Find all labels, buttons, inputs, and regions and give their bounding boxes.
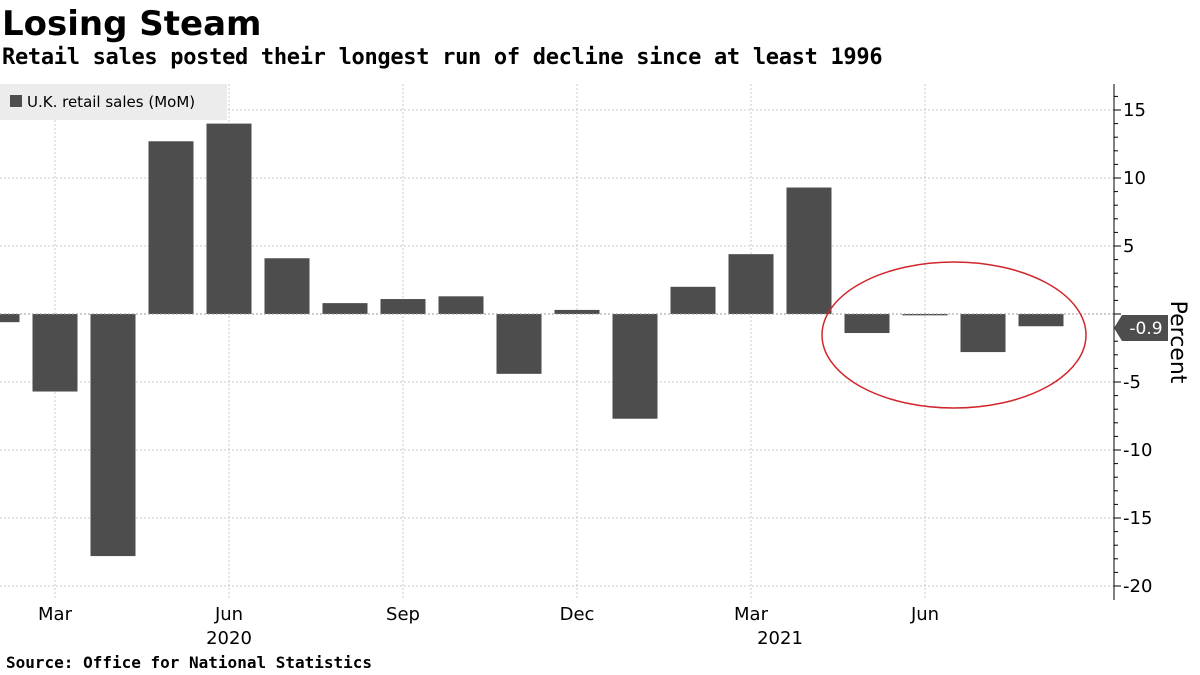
y-axis-label: Percent: [1165, 301, 1190, 384]
bar: [960, 314, 1006, 353]
bar: [0, 314, 20, 323]
bar: [1018, 314, 1064, 327]
x-tick-label: Mar: [38, 604, 73, 625]
bar: [264, 258, 310, 314]
bar: [90, 314, 136, 557]
y-axis: 15 10 5 -5 -10 -15 -20: [1113, 84, 1152, 600]
bar: [844, 314, 890, 334]
last-value-tag-shape: [1114, 315, 1168, 341]
y-tick-label: 15: [1123, 100, 1146, 121]
source-note: Source: Office for National Statistics: [6, 653, 373, 672]
y-tick-label: -5: [1123, 372, 1141, 393]
y-tick-label: 10: [1123, 168, 1146, 189]
bar: [902, 314, 948, 316]
bar: [322, 303, 368, 314]
legend-background: [0, 84, 227, 120]
x-tick-label: Mar: [734, 604, 769, 625]
y-tick-label: -15: [1123, 508, 1152, 529]
bars: [0, 123, 1064, 557]
bar: [438, 296, 484, 314]
bar: [32, 314, 78, 392]
x-year-label: 2021: [757, 628, 803, 649]
x-tick-label: Dec: [560, 604, 595, 625]
last-value-tag: -0.9: [1114, 315, 1168, 341]
bar: [148, 141, 194, 314]
bar: [554, 309, 600, 314]
bar: [728, 254, 774, 314]
bar: [206, 123, 252, 314]
bar: [786, 187, 832, 314]
bar: [380, 299, 426, 314]
bar: [612, 314, 658, 419]
legend-label: U.K. retail sales (MoM): [27, 93, 195, 111]
x-axis: Mar Jun Sep Dec Mar Jun 2020 2021: [38, 604, 939, 649]
chart-title: Losing Steam: [2, 4, 262, 44]
chart-subtitle: Retail sales posted their longest run of…: [2, 45, 883, 70]
x-tick-label: Jun: [910, 604, 939, 625]
y-tick-label: -10: [1123, 440, 1152, 461]
highlight-group: [821, 261, 1087, 409]
x-tick-label: Sep: [386, 604, 420, 625]
legend-swatch: [10, 95, 22, 107]
last-value-label: -0.9: [1129, 319, 1162, 339]
y-tick-label: -20: [1123, 576, 1152, 597]
legend: U.K. retail sales (MoM): [0, 84, 227, 120]
bar: [496, 314, 542, 374]
bar: [670, 286, 716, 314]
highlight-ellipse: [821, 261, 1087, 409]
x-tick-label: Jun: [214, 604, 243, 625]
x-year-label: 2020: [206, 628, 252, 649]
y-tick-label: 5: [1123, 236, 1134, 257]
